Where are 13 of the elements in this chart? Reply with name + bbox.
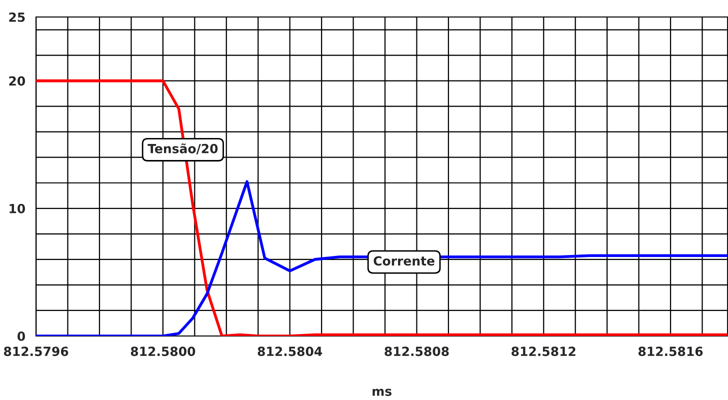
annotation: Tensão/20: [148, 143, 218, 154]
x-tick-label: 812.5800: [130, 346, 196, 356]
x-axis-title: ms: [372, 388, 392, 396]
y-tick-label: 20: [9, 76, 26, 86]
y-tick-label: 25: [9, 12, 25, 22]
x-tick-label: 812.5808: [384, 346, 449, 356]
x-tick-label: 812.5804: [258, 346, 322, 356]
x-tick-label: 812.5812: [512, 346, 576, 356]
x-tick-label: 812.5816: [638, 346, 703, 356]
y-tick-label: 0: [18, 331, 26, 341]
y-tick-label: 10: [10, 204, 26, 214]
x-tick-label: 812.5796: [4, 346, 68, 356]
annotation: Corrente: [374, 256, 434, 266]
